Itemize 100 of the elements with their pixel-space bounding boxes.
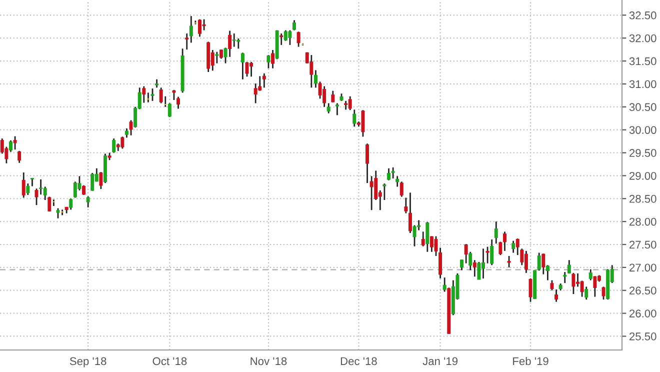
y-tick-label: 29.00 <box>630 172 656 180</box>
candlestick <box>584 286 588 300</box>
y-tick-label: 29.50 <box>630 149 656 157</box>
candlestick <box>150 88 154 102</box>
candlestick <box>361 109 365 138</box>
candlestick <box>490 238 494 266</box>
candlestick <box>232 32 236 48</box>
candlestick <box>580 280 584 298</box>
candlestick <box>528 278 532 303</box>
candlestick <box>370 175 374 211</box>
candlestick <box>26 182 30 196</box>
candlestick <box>404 197 408 214</box>
candlestick <box>262 72 266 88</box>
candlestick <box>69 198 73 210</box>
candlestick <box>39 178 43 196</box>
candlestick <box>288 30 292 46</box>
x-tick-label: Oct '18 <box>152 357 187 366</box>
candlestick <box>176 96 180 110</box>
candlestick <box>310 54 314 88</box>
candlestick <box>215 51 219 64</box>
candlestick <box>588 268 592 281</box>
candlestick <box>326 102 330 114</box>
candlestick <box>271 49 275 70</box>
candlestick <box>314 69 318 88</box>
y-tick-label: 26.00 <box>630 310 656 318</box>
candlestick <box>472 259 476 278</box>
candlestick <box>438 247 442 280</box>
candlestick <box>202 18 206 31</box>
candlestick <box>348 96 352 111</box>
x-tick-label: Dec '18 <box>340 357 377 366</box>
candlestick <box>43 186 47 201</box>
candlestick <box>554 288 558 303</box>
candlestick <box>22 172 26 198</box>
candlestick <box>396 175 400 188</box>
candlestick <box>284 30 288 42</box>
candlestick <box>382 182 386 201</box>
y-tick-label: 30.00 <box>629 126 656 134</box>
candlestick <box>99 171 103 190</box>
candlestick <box>219 48 223 60</box>
candlestick <box>56 208 60 220</box>
candlestick <box>507 255 511 268</box>
y-tick-label: 31.00 <box>629 80 656 88</box>
candlestick <box>172 89 176 101</box>
candlestick <box>236 38 240 50</box>
candlestick <box>90 172 94 192</box>
x-tick-label: Jan '19 <box>422 357 458 366</box>
candlestick <box>335 102 339 116</box>
candlestick <box>524 250 528 274</box>
candlestick <box>546 264 550 281</box>
candlestick <box>430 236 434 253</box>
candlestick <box>73 180 77 198</box>
candlestick <box>486 246 490 264</box>
candlestick <box>460 258 464 271</box>
candlestick <box>18 150 22 164</box>
candlestick <box>120 136 124 150</box>
candlestick <box>228 30 232 58</box>
candlestick <box>13 136 17 150</box>
candlestick <box>550 280 554 292</box>
candlestick <box>322 86 326 108</box>
candlestick <box>542 252 546 276</box>
candlestick <box>8 140 12 153</box>
y-tick-label: 32.50 <box>629 11 656 20</box>
y-tick-label: 25.50 <box>630 332 656 340</box>
x-tick-label: Feb '19 <box>513 356 548 366</box>
candlestick <box>189 15 193 44</box>
candlestick <box>567 259 571 274</box>
candlestick <box>477 261 481 280</box>
candlestick <box>240 52 244 80</box>
candlestick <box>82 184 86 196</box>
y-tick-label: 28.50 <box>630 194 656 203</box>
candlestick <box>296 30 300 48</box>
candlestick <box>168 102 172 118</box>
y-tick-label: 32.00 <box>629 34 656 42</box>
y-tick-label: 26.50 <box>630 286 656 294</box>
x-tick-label: Nov '18 <box>250 357 287 366</box>
candlestick <box>112 138 116 154</box>
candlestick <box>292 19 296 31</box>
candlestick <box>512 240 516 254</box>
y-tick-label: 27.50 <box>630 240 656 249</box>
y-tick-label: 30.50 <box>629 103 656 112</box>
candlestick <box>159 86 163 104</box>
x-tick-label: Sep '18 <box>70 357 106 368</box>
candlestick <box>387 168 390 181</box>
candlestick <box>537 252 541 272</box>
candlestick <box>391 166 395 180</box>
candlestick <box>280 32 284 46</box>
candlestick <box>331 90 335 103</box>
candlestick <box>366 142 370 184</box>
candlestick <box>352 108 356 128</box>
candlestick <box>442 276 446 292</box>
candlestick <box>572 272 576 295</box>
candlestick <box>185 32 189 50</box>
candlestick <box>602 286 606 300</box>
candlestick <box>426 221 430 253</box>
candlestick <box>502 230 506 252</box>
candlestick <box>400 180 404 198</box>
candlestick <box>494 220 498 244</box>
y-tick-label: 27.00 <box>630 264 656 272</box>
candlestick <box>86 196 90 208</box>
y-tick-label: 28.00 <box>630 218 656 226</box>
